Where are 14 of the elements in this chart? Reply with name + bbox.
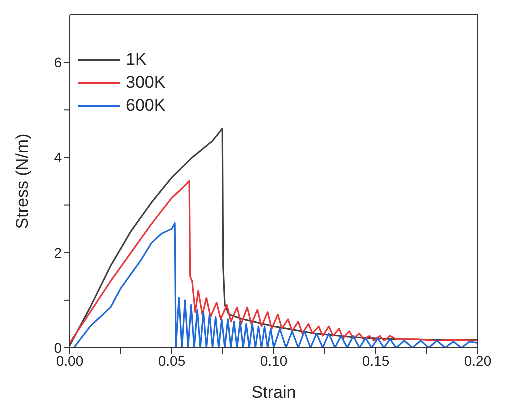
- line-series: [73, 222, 478, 348]
- x-tick-label: 0.20: [464, 352, 492, 369]
- legend-label: 1K: [126, 49, 147, 71]
- y-axis-title: Stress (N/m): [13, 134, 32, 230]
- x-tick-label: 0.05: [158, 352, 186, 369]
- x-tick-label: 0.10: [260, 352, 288, 369]
- x-axis-title: Strain: [252, 383, 296, 402]
- y-tick-label: 2: [54, 244, 62, 261]
- legend-label: 600K: [126, 95, 166, 117]
- x-tick-label: 0.15: [362, 352, 390, 369]
- legend-label: 300K: [126, 72, 166, 94]
- y-tick-label: 4: [54, 150, 62, 166]
- line-series: [70, 180, 478, 344]
- y-tick-label: 6: [54, 54, 62, 71]
